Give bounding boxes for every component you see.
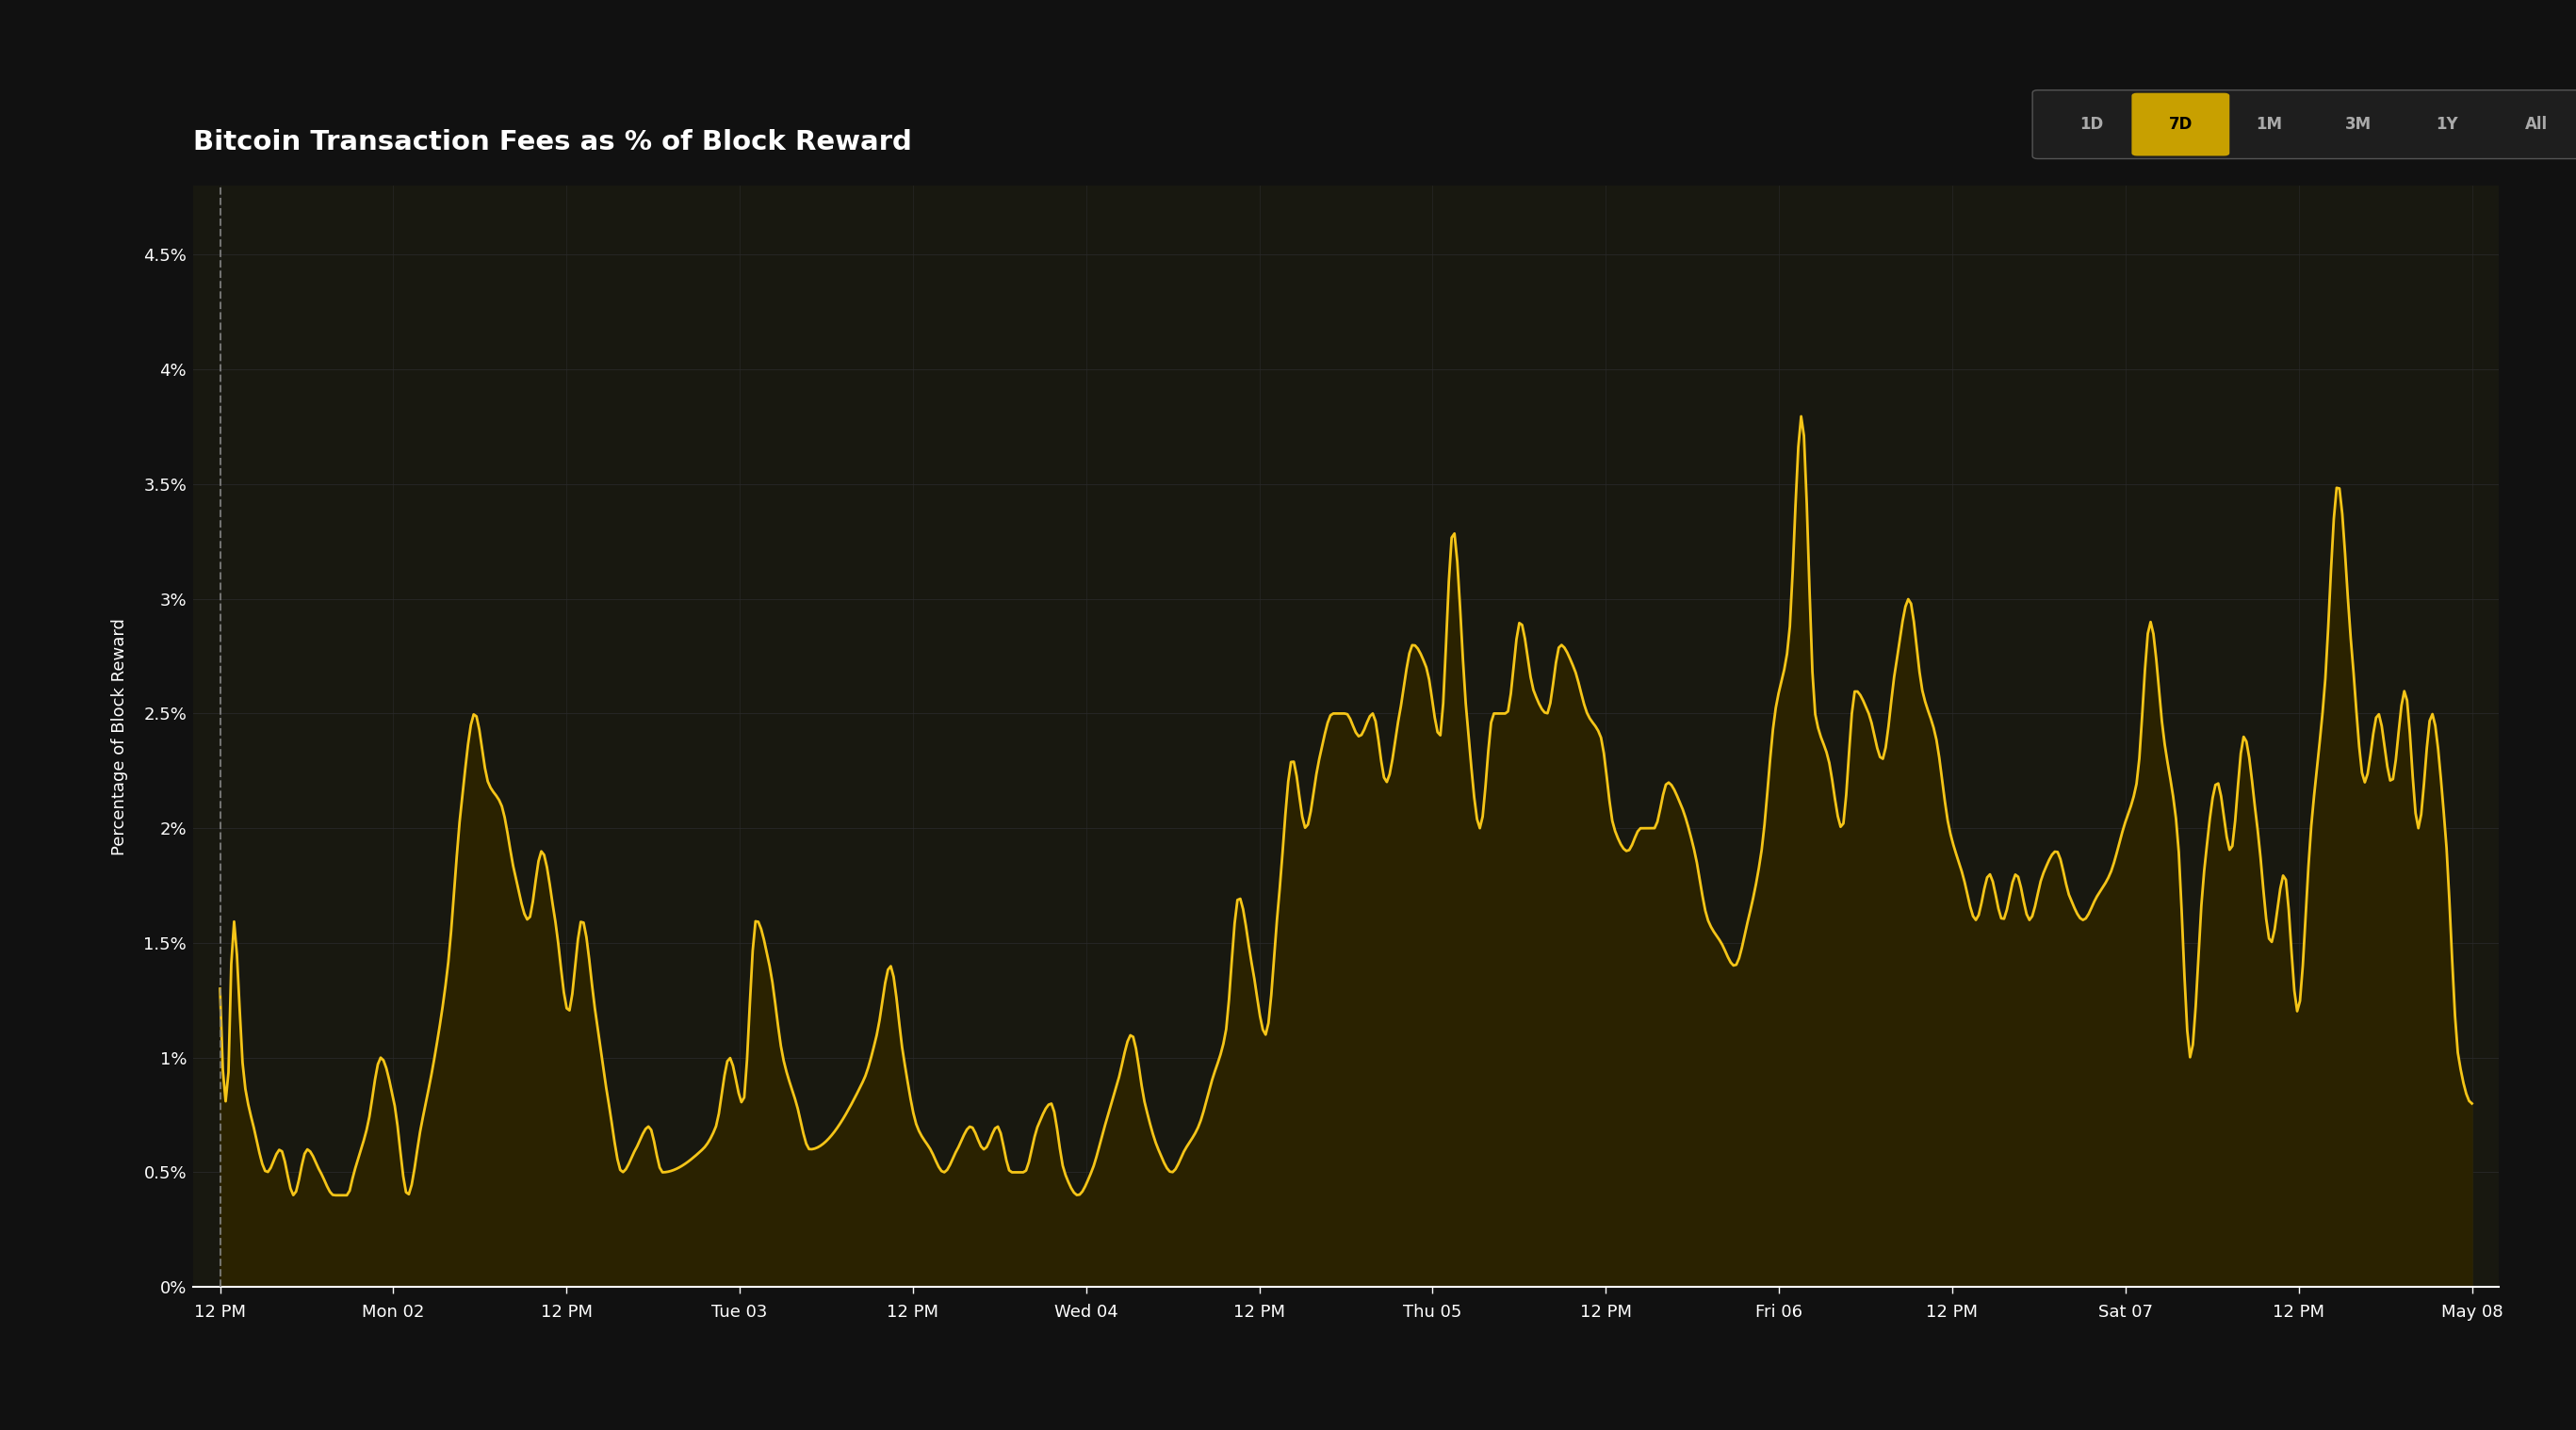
Text: 1Y: 1Y xyxy=(2437,116,2458,133)
Text: All: All xyxy=(2524,116,2548,133)
Text: 3M: 3M xyxy=(2344,116,2372,133)
Y-axis label: Percentage of Block Reward: Percentage of Block Reward xyxy=(111,618,129,855)
Text: Bitcoin Transaction Fees as % of Block Reward: Bitcoin Transaction Fees as % of Block R… xyxy=(193,130,912,156)
Text: 1M: 1M xyxy=(2257,116,2282,133)
Text: 1D: 1D xyxy=(2079,116,2105,133)
Text: 7D: 7D xyxy=(2169,116,2192,133)
